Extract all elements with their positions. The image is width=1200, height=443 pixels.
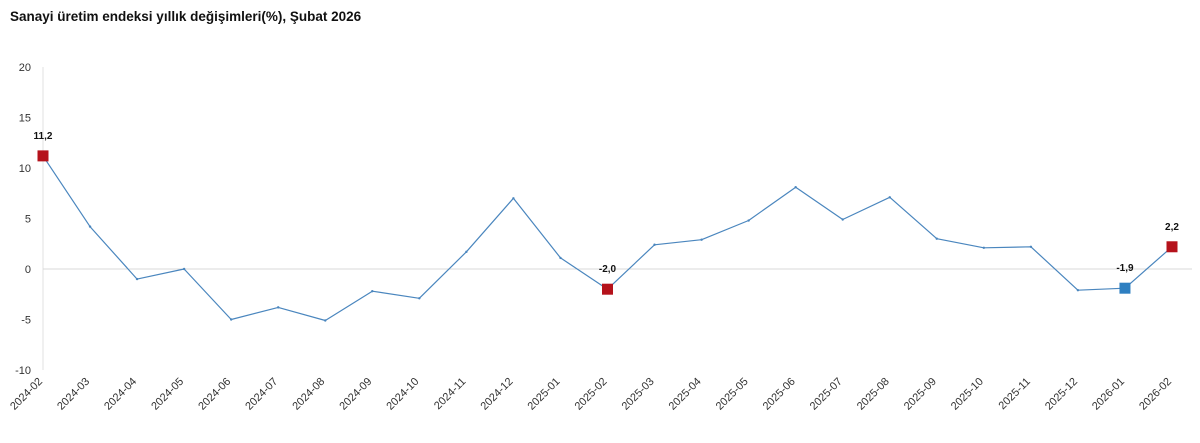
data-point (135, 277, 139, 281)
x-tick-label: 2024-06 (196, 376, 233, 413)
data-point (277, 306, 280, 309)
x-tick-label: 2024-03 (55, 376, 92, 413)
series-group (41, 154, 1174, 322)
x-tick-label: 2026-02 (1137, 376, 1174, 413)
data-point (418, 297, 421, 300)
data-label: -1,9 (1116, 263, 1134, 274)
x-axis-ticks: 2024-02 2024-03 2024-04 2024-05 2024-06 2024-… (8, 376, 1174, 413)
data-point (1029, 245, 1033, 248)
data-point (935, 237, 938, 240)
data-point (794, 185, 797, 189)
x-tick-label: 2024-10 (384, 376, 421, 413)
data-labels: 11,2 -2,0 -1,9 2,2 (34, 131, 1180, 275)
y-tick-label: 15 (19, 113, 31, 125)
data-point (888, 196, 891, 199)
x-tick-label: 2025-10 (949, 376, 986, 413)
y-tick-label: 0 (25, 264, 31, 276)
x-tick-label: 2025-03 (620, 376, 657, 413)
highlight-marker (37, 150, 49, 162)
x-tick-label: 2025-02 (573, 376, 610, 413)
x-tick-label: 2026-01 (1090, 376, 1127, 413)
y-tick-label: 5 (25, 214, 31, 226)
x-tick-label: 2025-11 (997, 376, 1033, 412)
x-tick-label: 2025-08 (855, 376, 892, 413)
y-tick-label: 10 (19, 163, 31, 175)
data-label: 11,2 (34, 131, 53, 142)
x-tick-label: 2025-01 (526, 376, 563, 413)
data-point (88, 225, 92, 228)
chart-title: Sanayi üretim endeksi yıllık değişimleri… (10, 9, 362, 24)
data-point (465, 250, 468, 254)
x-tick-label: 2024-12 (479, 376, 516, 413)
data-label: 2,2 (1165, 222, 1179, 233)
x-tick-label: 2024-02 (8, 376, 45, 413)
data-point (841, 218, 844, 221)
data-point (700, 238, 703, 241)
x-tick-label: 2024-11 (432, 376, 468, 412)
y-tick-label: -10 (15, 365, 31, 377)
x-tick-label: 2024-07 (243, 376, 280, 413)
data-point (1076, 289, 1080, 292)
data-label: -2,0 (599, 264, 617, 275)
x-tick-label: 2024-08 (290, 376, 327, 413)
series-line (42, 155, 1173, 322)
data-point (747, 219, 750, 222)
y-tick-label: -5 (21, 315, 31, 327)
data-point (182, 267, 186, 271)
data-point (229, 318, 233, 321)
data-point (559, 256, 562, 260)
x-tick-label: 2024-05 (149, 376, 186, 413)
x-tick-label: 2024-04 (102, 376, 139, 413)
x-tick-label: 2025-05 (714, 376, 751, 413)
data-point (512, 197, 515, 200)
x-tick-label: 2025-06 (761, 376, 798, 413)
highlight-markers (37, 150, 1178, 295)
data-point (371, 290, 374, 293)
x-tick-label: 2025-12 (1043, 376, 1080, 413)
x-tick-label: 2025-07 (808, 376, 845, 413)
data-point (653, 243, 656, 246)
y-axis-ticks: 20 15 10 5 0 -5 -10 (15, 62, 31, 377)
x-tick-label: 2025-09 (902, 376, 939, 413)
highlight-marker (602, 283, 613, 295)
y-tick-label: 20 (19, 62, 31, 74)
x-tick-label: 2025-04 (667, 376, 704, 413)
highlight-marker (1119, 282, 1131, 294)
highlight-marker (1166, 241, 1178, 253)
data-point (324, 319, 327, 322)
data-point (982, 246, 986, 249)
x-tick-label: 2024-09 (337, 376, 374, 413)
